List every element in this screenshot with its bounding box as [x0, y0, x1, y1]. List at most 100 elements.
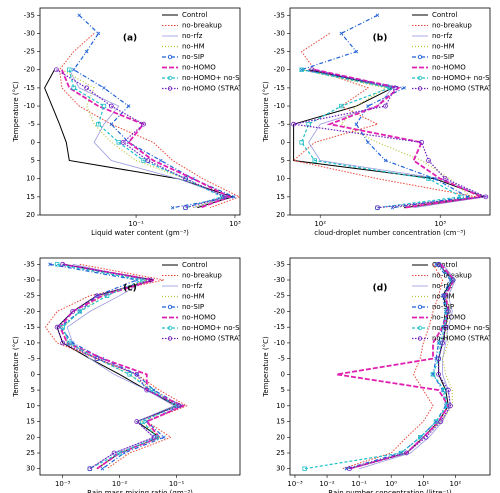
marker [387, 85, 392, 91]
legend-marker [167, 325, 173, 331]
legend-marker [417, 54, 423, 60]
legend-marker [167, 54, 173, 60]
marker [306, 122, 311, 127]
marker [145, 158, 151, 163]
marker [302, 466, 307, 471]
marker [183, 176, 188, 182]
marker [96, 31, 101, 36]
marker [426, 158, 431, 163]
legend-label: no-HOMO+ no-SIP [432, 324, 496, 332]
y-tick-label: 10 [26, 175, 35, 183]
x-tick-label: 10⁻² [112, 480, 128, 488]
x-axis-label: Rain number concentration (litre⁻¹) [328, 489, 452, 493]
x-tick-label: 10² [314, 220, 326, 228]
y-tick-label: 0 [281, 138, 285, 146]
marker [299, 140, 304, 145]
marker [48, 262, 52, 267]
y-tick-label: -25 [24, 48, 35, 56]
marker [419, 139, 425, 145]
marker [96, 122, 101, 127]
y-tick-label: 25 [276, 449, 285, 457]
y-tick-label: -20 [274, 66, 285, 74]
y-tick-label: -10 [274, 102, 285, 110]
legend-label: no-rfz [182, 282, 203, 290]
marker [299, 67, 304, 72]
marker [232, 195, 236, 199]
plot-area: Controlno-breakupno-rfzno-HMno-SIPno-HOM… [302, 261, 496, 472]
y-tick-label: -15 [24, 323, 35, 331]
marker [183, 205, 188, 211]
series-line [293, 69, 489, 209]
marker [60, 324, 65, 330]
legend-label: no-HOMO [432, 64, 466, 72]
marker [442, 176, 448, 182]
marker [445, 309, 451, 314]
marker [141, 121, 146, 127]
marker [291, 121, 296, 127]
x-tick-label: 10³ [434, 220, 446, 228]
marker [366, 104, 370, 108]
legend-marker [167, 336, 173, 341]
x-tick-label: 10¹ [417, 480, 429, 488]
marker [134, 419, 140, 424]
series-line [59, 263, 186, 470]
marker [126, 104, 131, 108]
x-tick-label: 10⁻¹ [351, 480, 367, 488]
marker [441, 293, 447, 299]
legend-label: no-HOMO (STRATO) [182, 85, 251, 93]
x-tick-label: 10⁻¹ [128, 220, 144, 228]
legend-label: no-rfz [182, 32, 203, 40]
marker [312, 158, 317, 163]
y-tick-label: -15 [274, 84, 285, 92]
marker [375, 13, 380, 18]
marker [440, 340, 446, 346]
marker [151, 434, 157, 440]
marker [140, 277, 145, 283]
y-tick-label: 15 [26, 193, 35, 201]
y-tick-label: 5 [31, 386, 35, 394]
marker [66, 340, 72, 346]
marker [60, 261, 66, 267]
legend-marker [417, 336, 423, 341]
y-tick-label: 20 [26, 433, 35, 441]
y-tick-label: -10 [274, 339, 285, 347]
legend-marker [167, 304, 173, 310]
marker [108, 103, 114, 109]
legend-label: no-breakup [432, 22, 472, 30]
series-line [61, 69, 232, 209]
marker [154, 435, 160, 440]
marker [392, 85, 398, 91]
y-tick-label: -25 [24, 292, 35, 300]
marker [398, 450, 404, 456]
plot-area: Controlno-breakupno-rfzno-HMno-SIPno-HOM… [291, 11, 490, 211]
legend-label: no-rfz [432, 282, 453, 290]
legend-label: Control [432, 261, 457, 269]
legend-marker [417, 325, 423, 331]
marker [448, 403, 453, 409]
y-tick-label: 0 [31, 370, 35, 378]
y-tick-label: -35 [24, 260, 35, 268]
x-axis-label: Liquid water content (gm⁻³) [91, 229, 189, 237]
axes-frame [39, 257, 241, 476]
y-tick-label: -35 [274, 260, 285, 268]
y-tick-label: -10 [24, 102, 35, 110]
y-tick-label: -20 [274, 307, 285, 315]
axes-frame [39, 7, 241, 216]
marker [162, 435, 166, 440]
y-tick-label: -30 [24, 29, 35, 37]
marker [71, 67, 76, 72]
y-tick-label: 30 [276, 465, 285, 473]
series-line [314, 68, 485, 209]
legend-label: no-HOMO [182, 314, 216, 322]
legend-label: Control [432, 11, 457, 19]
legend-marker [167, 86, 173, 91]
marker [116, 140, 121, 145]
marker [176, 403, 182, 409]
marker [443, 324, 449, 330]
x-tick-label: 10⁻³ [287, 480, 303, 488]
marker [354, 49, 359, 54]
marker [159, 158, 163, 163]
marker [402, 86, 406, 90]
y-tick-label: -20 [24, 307, 35, 315]
